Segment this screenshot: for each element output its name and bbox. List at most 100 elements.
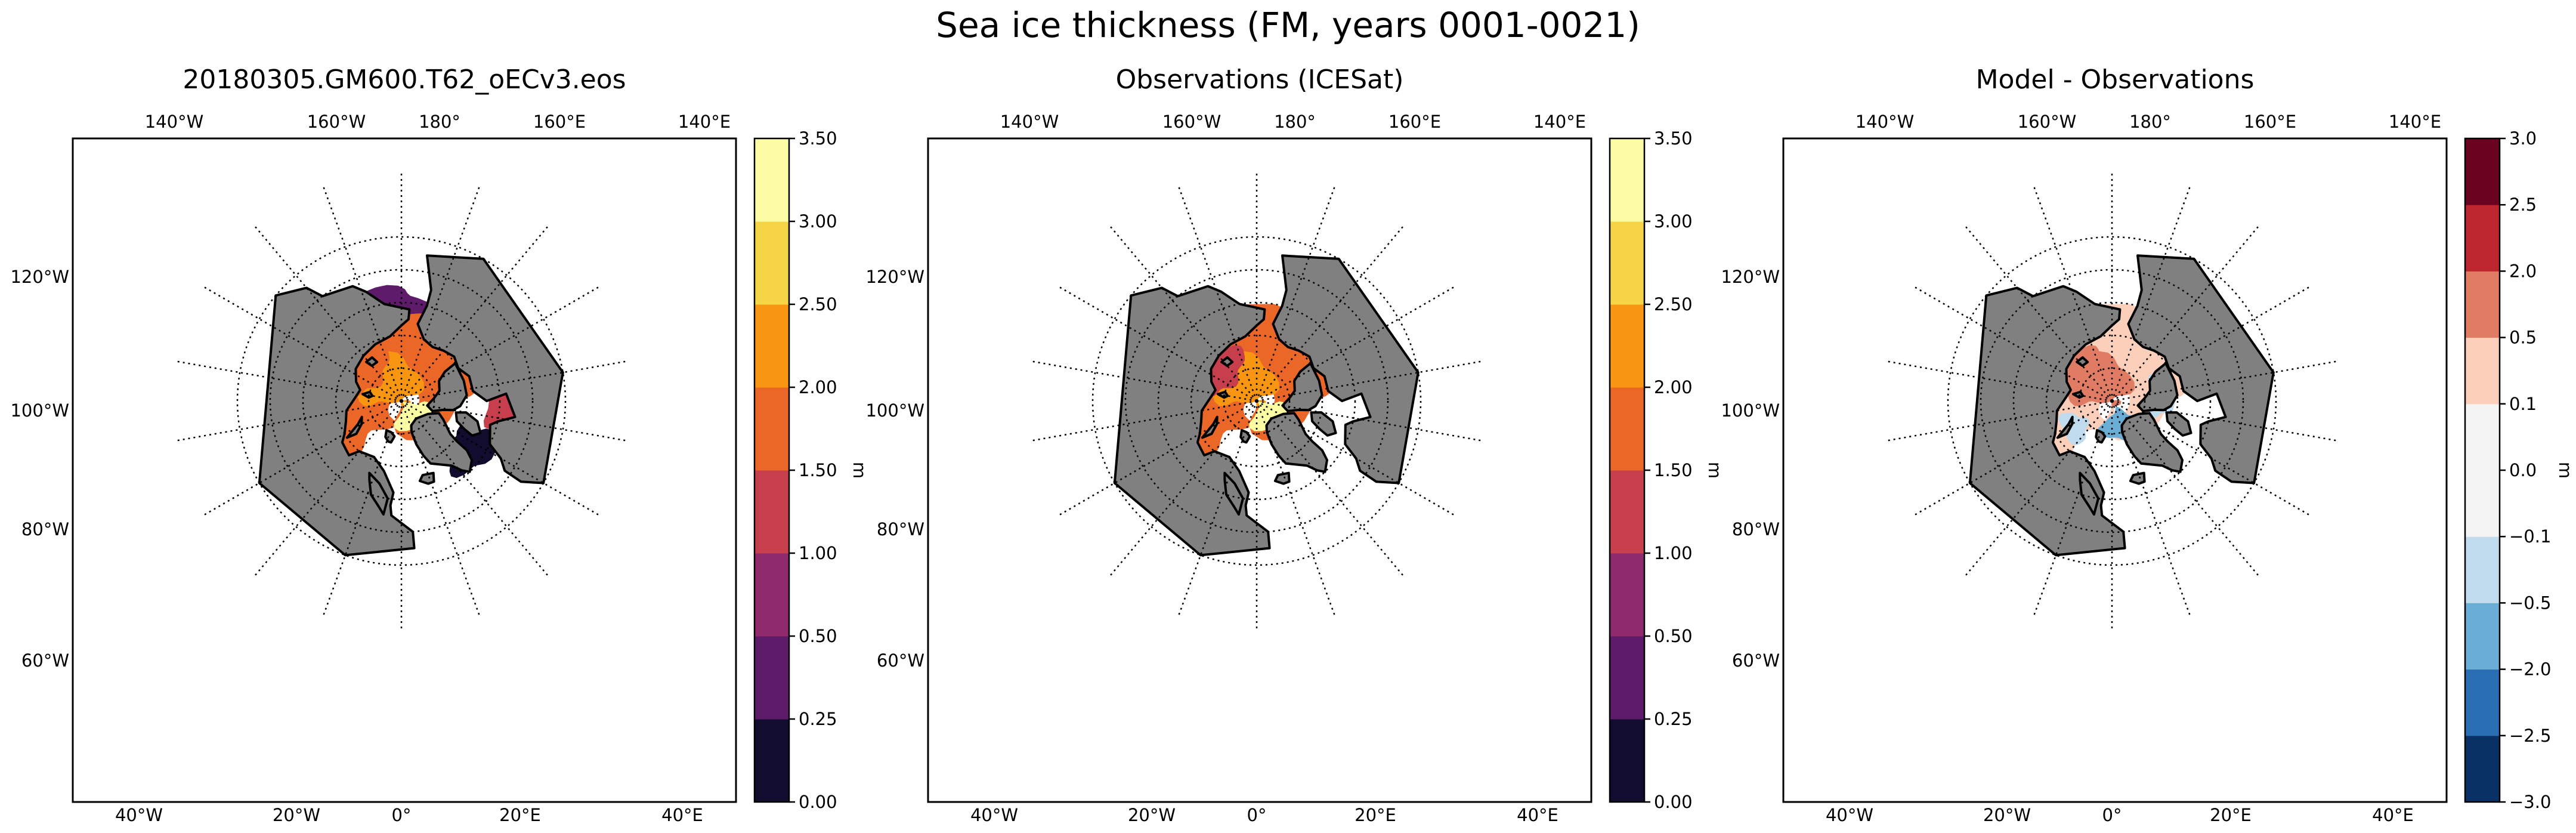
map-panel: 20180305.GM600.T62_oECv3.eos 140°W 160°W 18…: [10, 64, 870, 825]
colorbar-segment: [754, 138, 789, 222]
meridian-line: [1177, 184, 1258, 402]
colorbar-tick-label: 2.0: [2509, 261, 2537, 281]
meridian-line: [1885, 400, 2113, 442]
land-mass: [1239, 429, 1251, 444]
lon-tick-label: 140°W: [1856, 112, 1915, 132]
lon-tick-label: 140°W: [145, 112, 204, 132]
lon-tick-label: 40°E: [661, 805, 703, 825]
colorbar-tick-label: 0.0: [2509, 460, 2537, 480]
colorbar-tick-label: −0.5: [2509, 593, 2551, 613]
colorbar-tick-label: 2.00: [799, 377, 837, 397]
lat-tick-label: 80°W: [877, 519, 924, 539]
colorbar-label: m: [2555, 462, 2575, 479]
meridian-line: [2111, 184, 2191, 402]
meridian-line: [1108, 400, 1257, 578]
colorbar-tick-label: −2.5: [2509, 726, 2551, 746]
land-mass: [1272, 254, 1420, 485]
land-mass: [384, 429, 396, 444]
parallel-line: [2012, 301, 2212, 501]
meridian-line: [253, 224, 402, 402]
meridian-line: [253, 400, 402, 578]
ocean-background: [73, 138, 736, 802]
colorbar-segment: [1610, 636, 1644, 720]
lon-tick-label: 160°E: [1388, 112, 1441, 132]
land-mass: [361, 390, 374, 399]
colorbar-tick-label: 2.50: [799, 294, 837, 314]
parallel-line: [2078, 367, 2146, 435]
colorbar-segment: [2465, 603, 2500, 670]
lon-tick-label: 160°W: [307, 112, 366, 132]
colorbar-tick-label: 0.25: [1654, 709, 1693, 729]
land-mass: [454, 411, 482, 437]
colorbar-tick-label: 2.50: [1654, 294, 1693, 314]
parallel-line: [1091, 236, 1422, 566]
lat-tick-label: 120°W: [10, 267, 69, 287]
map-frame: [72, 137, 737, 803]
lon-tick-label: 180°: [1274, 112, 1316, 132]
land-mass: [2165, 411, 2192, 437]
map-area: [1783, 138, 2447, 802]
lon-tick-label: 0°: [392, 805, 412, 825]
meridian-line: [1256, 224, 1405, 402]
colorbar-segment: [754, 387, 789, 471]
colorbar-tick-label: 2.00: [1654, 377, 1693, 397]
meridian-line: [2111, 400, 2260, 578]
meridian-line: [401, 400, 550, 578]
colorbar-segment: [1610, 387, 1644, 471]
colorbar-segment: [2465, 271, 2500, 338]
colorbar-segment: [2465, 403, 2500, 471]
map-frame: [927, 137, 1592, 803]
meridian-line: [1057, 285, 1257, 402]
lon-tick-label: 20°W: [1128, 805, 1176, 825]
colorbar-tick-label: 3.00: [1654, 211, 1693, 232]
meridian-line: [322, 184, 403, 402]
colorbar-tick-label: 3.50: [799, 128, 837, 149]
lat-tick-label: 60°W: [877, 650, 924, 671]
lon-tick-label: 40°E: [2372, 805, 2414, 825]
meridian-line: [400, 400, 481, 618]
colorbar-tick-label: 3.00: [799, 211, 837, 232]
ocean-background: [928, 138, 1591, 802]
lon-tick-label: 0°: [2102, 805, 2122, 825]
colorbar-tick-label: 0.00: [799, 792, 837, 812]
parallel-line: [269, 269, 534, 533]
meridian-line: [2111, 360, 2339, 402]
meridian-line: [1255, 400, 1336, 618]
colorbar-segment: [2465, 138, 2500, 205]
parallel-line: [1980, 269, 2244, 533]
meridian-line: [401, 224, 550, 402]
lon-tick-label: 160°E: [2244, 112, 2296, 132]
meridian-line: [1030, 360, 1257, 402]
lon-tick-label: 140°E: [2389, 112, 2441, 132]
lat-tick-label: 120°W: [1721, 267, 1780, 287]
land-mass: [1273, 471, 1291, 485]
meridian-line: [1256, 400, 1483, 442]
lon-tick-label: 160°W: [1162, 112, 1221, 132]
land-mass: [2127, 254, 2275, 485]
meridian-line: [401, 360, 628, 402]
colorbar-segment: [2465, 470, 2500, 537]
parallel-line: [302, 301, 501, 501]
lat-tick-label: 100°W: [1721, 400, 1780, 421]
colorbar-segment: [1610, 719, 1644, 803]
meridian-line: [401, 285, 601, 402]
colorbar-segment: [2465, 669, 2500, 736]
colorbar-tick-label: −3.0: [2509, 792, 2551, 812]
meridian-line: [2111, 285, 2312, 402]
colorbar-segment: [1610, 470, 1644, 554]
colorbar-tick-label: 1.00: [799, 543, 837, 563]
meridian-line: [1255, 184, 1336, 402]
land-mass: [368, 471, 389, 516]
meridian-line: [1177, 400, 1258, 618]
colorbar-tick-label: 2.5: [2509, 195, 2537, 215]
land-mass: [418, 471, 435, 485]
colorbar-tick-label: 1.50: [799, 460, 837, 480]
meridian-line: [1256, 400, 1456, 517]
colorbar-segment: [1610, 553, 1644, 637]
colorbar-tick-label: 0.25: [799, 709, 837, 729]
lon-tick-label: 20°W: [273, 805, 320, 825]
panel-title: Observations (ICESat): [1116, 64, 1404, 95]
land-mass: [2076, 356, 2089, 367]
colorbar-tick-label: 1.00: [1654, 543, 1693, 563]
